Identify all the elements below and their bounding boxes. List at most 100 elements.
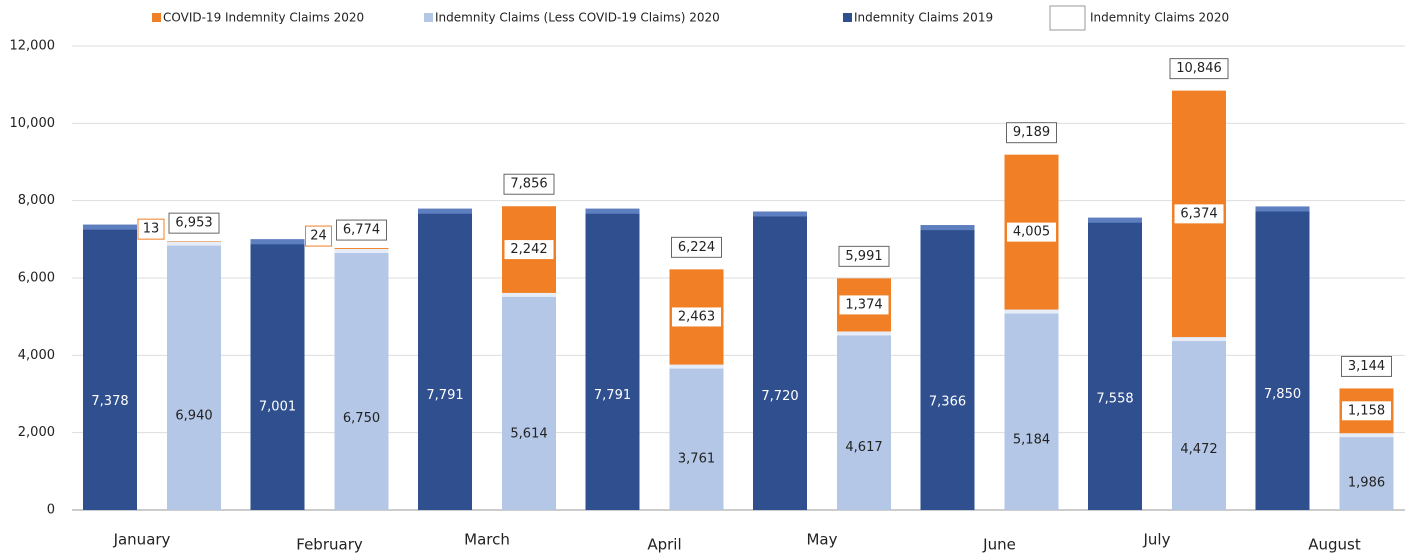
- bar-2019: [418, 208, 472, 511]
- bar-2019: [250, 239, 305, 510]
- total-label-box: [1006, 122, 1057, 144]
- total-label: 9,189: [1013, 125, 1050, 140]
- covid-label: 2,463: [678, 309, 715, 324]
- total-label: 10,846: [1176, 61, 1222, 76]
- value-label: 7,791: [594, 388, 631, 403]
- covid-label-box: [671, 306, 722, 328]
- bar-covid: [167, 241, 221, 242]
- total-label: 6,953: [175, 216, 212, 231]
- total-label: 5,991: [845, 249, 882, 264]
- value-label: 5,184: [1013, 432, 1050, 447]
- x-tick-label: May: [806, 531, 837, 549]
- bar-top: [837, 331, 891, 336]
- bar-top: [669, 364, 724, 369]
- total-label-box: [671, 236, 722, 258]
- bar-2019: [920, 225, 975, 510]
- bar-less-covid: [1339, 433, 1394, 510]
- total-label: 6,774: [343, 223, 380, 238]
- covid-label-box: [503, 239, 555, 261]
- total-label: 6,224: [678, 240, 715, 255]
- total-label-box: [838, 245, 890, 267]
- legend-swatch: [843, 13, 852, 22]
- x-tick-label: January: [113, 531, 171, 549]
- bar-2019: [83, 224, 137, 510]
- covid-label: 2,242: [510, 242, 547, 257]
- total-label: 3,144: [1348, 359, 1385, 374]
- covid-label-box: [137, 218, 165, 240]
- bar-less-covid: [334, 249, 389, 510]
- bar-top: [250, 239, 305, 245]
- y-tick-label: 4,000: [18, 348, 55, 363]
- x-tick-label: April: [647, 536, 681, 554]
- covid-label: 6,374: [1180, 206, 1217, 221]
- bar-top: [1172, 337, 1226, 342]
- y-tick-label: 10,000: [10, 116, 56, 131]
- legend-swatch: [1049, 5, 1086, 31]
- y-tick-label: 8,000: [18, 193, 55, 208]
- legend-label: Indemnity Claims 2019: [854, 11, 993, 25]
- bar-top: [334, 249, 389, 253]
- value-label: 7,720: [761, 389, 798, 404]
- covid-label-box: [1006, 221, 1057, 243]
- value-label: 7,791: [426, 388, 463, 403]
- bar-top: [167, 241, 221, 246]
- bar-top: [418, 208, 472, 214]
- covid-label: 24: [310, 229, 327, 244]
- total-label-box: [503, 173, 555, 195]
- value-label: 3,761: [678, 452, 715, 467]
- bar-2019: [753, 211, 807, 510]
- x-tick-label: February: [296, 536, 363, 554]
- covid-label-box: [838, 294, 890, 316]
- bar-top: [1004, 309, 1059, 314]
- bar-top: [753, 211, 807, 217]
- total-label-box: [1341, 355, 1392, 377]
- bar-top: [1339, 433, 1394, 438]
- y-tick-label: 0: [47, 503, 55, 518]
- covid-label: 1,374: [845, 297, 882, 312]
- value-label: 4,472: [1180, 442, 1217, 457]
- value-label: 7,558: [1096, 391, 1133, 406]
- bar-less-covid: [1004, 309, 1059, 510]
- bar-top: [585, 208, 640, 214]
- total-label-box: [1169, 58, 1229, 80]
- bar-2019: [1088, 217, 1142, 511]
- y-tick-label: 2,000: [18, 425, 55, 440]
- bar-top: [1088, 217, 1142, 223]
- bar-top: [920, 225, 975, 231]
- value-label: 7,850: [1264, 387, 1301, 402]
- value-label: 5,614: [510, 427, 547, 442]
- y-tick-label: 6,000: [18, 271, 55, 286]
- covid-label: 1,158: [1348, 403, 1385, 418]
- bar-less-covid: [669, 364, 724, 510]
- bar-top: [83, 224, 137, 230]
- bar-less-covid: [167, 241, 221, 511]
- value-label: 4,617: [845, 440, 882, 455]
- legend-label: Indemnity Claims 2020: [1090, 11, 1229, 25]
- y-tick-label: 12,000: [10, 39, 56, 54]
- legend-swatch: [424, 13, 433, 22]
- bar-2019: [1255, 206, 1310, 510]
- bar-less-covid: [1172, 337, 1226, 510]
- bar-top: [1255, 206, 1310, 212]
- legend-label: Indemnity Claims (Less COVID-19 Claims) …: [435, 11, 720, 25]
- bar-top: [502, 292, 556, 297]
- total-label: 7,856: [510, 177, 547, 192]
- covid-label: 13: [143, 222, 160, 237]
- covid-label: 4,005: [1013, 225, 1050, 240]
- total-label-box: [168, 212, 220, 234]
- bar-less-covid: [837, 331, 891, 510]
- x-tick-label: June: [982, 536, 1016, 554]
- value-label: 6,940: [175, 409, 212, 424]
- value-label: 7,378: [91, 394, 128, 409]
- covid-label-box: [1173, 203, 1225, 225]
- bar-less-covid: [502, 292, 556, 510]
- x-tick-label: March: [464, 531, 510, 549]
- bar-covid: [334, 248, 389, 249]
- value-label: 7,001: [259, 400, 296, 415]
- legend-swatch: [152, 13, 161, 22]
- x-tick-label: August: [1308, 536, 1361, 554]
- legend-label: COVID-19 Indemnity Claims 2020: [163, 11, 364, 25]
- value-label: 6,750: [343, 411, 380, 426]
- total-label-box: [336, 219, 387, 241]
